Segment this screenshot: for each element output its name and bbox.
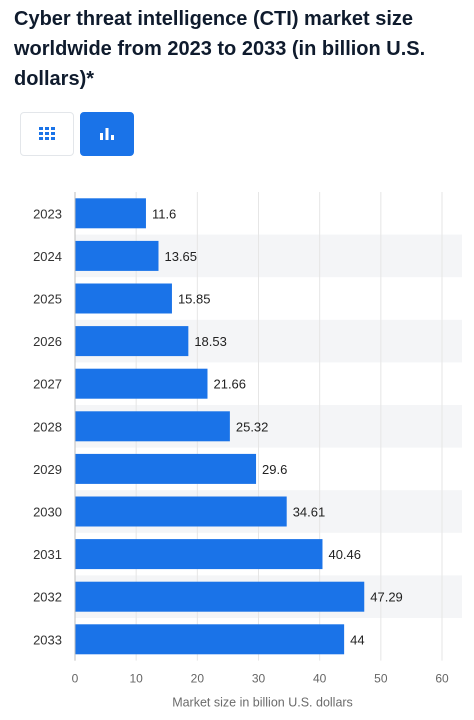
category-label-2025: 2025 <box>33 292 62 307</box>
bar-2026 <box>75 326 189 357</box>
bar-2025 <box>75 283 172 314</box>
value-label-2030: 34.61 <box>293 505 326 520</box>
x-tick-label: 0 <box>72 672 79 686</box>
category-label-2033: 2033 <box>33 632 62 647</box>
value-label-2031: 40.46 <box>328 547 361 562</box>
chart-area: 2023 11.6 2024 13.65 2025 15.85 2026 18.53 2027 2… <box>0 176 474 717</box>
value-label-2032: 47.29 <box>370 590 403 605</box>
bar-2033 <box>75 624 345 655</box>
value-label-2029: 29.6 <box>262 462 287 477</box>
bar-2031 <box>75 539 323 570</box>
category-label-2028: 2028 <box>33 419 62 434</box>
x-tick-label: 10 <box>129 672 143 686</box>
chart-title: Cyber threat intelligence (CTI) market s… <box>14 8 426 90</box>
category-label-2024: 2024 <box>33 249 62 264</box>
value-label-2024: 13.65 <box>164 249 197 264</box>
bar-2032 <box>75 581 365 612</box>
value-label-2023: 11.6 <box>152 206 176 221</box>
value-label-2025: 15.85 <box>178 292 211 307</box>
value-label-2027: 21.66 <box>213 377 246 392</box>
category-label-2026: 2026 <box>33 334 62 349</box>
value-label-2028: 25.32 <box>236 419 269 434</box>
bar-chart-icon <box>100 128 114 140</box>
bar-2023 <box>75 198 146 229</box>
x-tick-label: 50 <box>374 672 388 686</box>
category-label-2032: 2032 <box>33 590 62 605</box>
bar-2030 <box>75 496 287 527</box>
x-axis-title: Market size in billion U.S. dollars <box>172 696 353 710</box>
category-label-2030: 2030 <box>33 505 62 520</box>
x-tick-label: 30 <box>252 672 266 686</box>
bar-2028 <box>75 411 230 442</box>
x-tick-label: 20 <box>191 672 205 686</box>
category-label-2031: 2031 <box>33 547 62 562</box>
bar-chart: 2023 11.6 2024 13.65 2025 15.85 2026 18.53 2027 2… <box>33 192 462 710</box>
category-label-2029: 2029 <box>33 462 62 477</box>
value-label-2026: 18.53 <box>194 334 227 349</box>
bar-2027 <box>75 368 208 399</box>
bar-2029 <box>75 453 257 484</box>
x-tick-label: 60 <box>435 672 449 686</box>
category-label-2027: 2027 <box>33 377 62 392</box>
table-grid-icon <box>39 127 55 140</box>
x-tick-label: 40 <box>313 672 327 686</box>
chart-view-button[interactable] <box>80 112 134 156</box>
category-label-2023: 2023 <box>33 206 62 221</box>
table-view-button[interactable] <box>20 112 74 156</box>
value-label-2033: 44 <box>350 632 364 647</box>
bar-2024 <box>75 240 159 271</box>
